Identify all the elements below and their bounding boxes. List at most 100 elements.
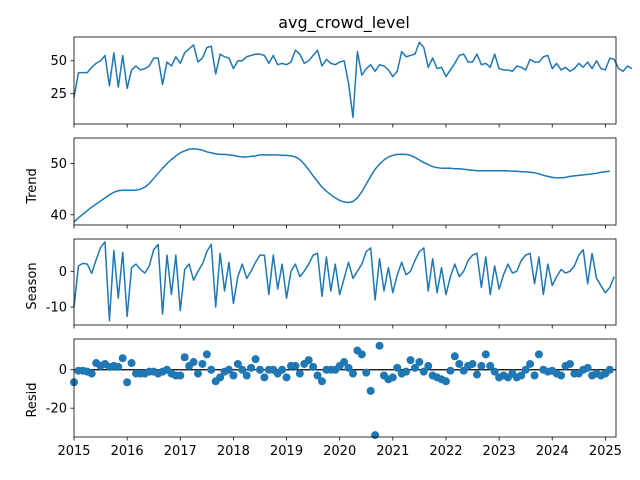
trend-axis-label: Trend (25, 168, 40, 205)
trend-ytick-label: 50 (50, 157, 67, 172)
xtick-label-2023: 2023 (483, 444, 516, 459)
trend-series-line (73, 148, 610, 223)
resid-point-63 (348, 369, 357, 378)
resid-point-10 (114, 362, 123, 371)
resid-point-40 (247, 363, 256, 372)
observed-frame (73, 36, 617, 125)
resid-point-47 (278, 365, 287, 374)
xtick-label-2015: 2015 (57, 444, 90, 459)
resid-point-68 (371, 431, 380, 440)
resid-point-29 (198, 359, 207, 368)
xtick-label-2017: 2017 (164, 444, 197, 459)
resid-frame (73, 338, 617, 438)
xtick-label-2018: 2018 (217, 444, 250, 459)
resid-point-30 (202, 350, 211, 359)
resid-point-93 (481, 350, 490, 359)
resid-point-78 (415, 358, 424, 367)
resid-point-24 (176, 371, 185, 380)
resid-ytick-label: -20 (46, 402, 67, 417)
resid-point-110 (557, 371, 566, 380)
resid-point-61 (340, 358, 349, 367)
resid-point-105 (534, 350, 543, 359)
resid-axis-label: Resid (25, 382, 40, 417)
resid-point-62 (344, 363, 353, 372)
resid-point-42 (255, 365, 264, 374)
observed-series-line (73, 41, 633, 119)
resid-point-12 (123, 378, 132, 387)
resid-point-50 (291, 361, 300, 370)
observed-ytick-label: 50 (50, 54, 67, 69)
chart-title: avg_crowd_level (278, 13, 410, 33)
resid-point-87 (455, 359, 464, 368)
resid-ytick-label: 0 (59, 363, 67, 378)
resid-point-38 (238, 365, 247, 374)
resid-point-73 (393, 363, 402, 372)
resid-point-92 (477, 361, 486, 370)
resid-point-112 (565, 359, 574, 368)
trend-ytick-label: 40 (50, 208, 67, 223)
resid-point-31 (207, 365, 216, 374)
xtick-label-2025: 2025 (589, 444, 622, 459)
trend-panel: 40 50 (50, 137, 617, 229)
resid-point-75 (402, 367, 411, 376)
resid-point-103 (526, 359, 535, 368)
resid-point-90 (468, 359, 477, 368)
xtick-label-2024: 2024 (536, 444, 569, 459)
resid-point-77 (410, 363, 419, 372)
resid-point-13 (127, 359, 136, 368)
resid-point-35 (224, 365, 233, 374)
resid-point-41 (251, 355, 260, 364)
resid-point-79 (419, 367, 428, 376)
resid-point-51 (295, 369, 304, 378)
resid-point-33 (216, 373, 225, 382)
season-axis-label: Season (25, 262, 40, 309)
resid-point-101 (517, 371, 526, 380)
xtick-label-2019: 2019 (270, 444, 303, 459)
resid-point-121 (605, 365, 614, 374)
season-frame (73, 238, 617, 326)
resid-point-91 (472, 370, 481, 379)
resid-point-36 (229, 371, 238, 380)
xtick-label-2016: 2016 (111, 444, 144, 459)
xtick-label-2021: 2021 (376, 444, 409, 459)
resid-point-27 (189, 358, 198, 367)
season-series-line (73, 241, 615, 322)
resid-point-54 (309, 362, 318, 371)
resid-point-37 (233, 359, 242, 368)
resid-point-66 (362, 368, 371, 377)
resid-point-11 (118, 354, 127, 363)
resid-point-4 (87, 369, 96, 378)
resid-point-85 (446, 366, 455, 375)
resid-point-94 (486, 361, 495, 370)
resid-point-95 (490, 367, 499, 376)
resid-point-55 (313, 371, 322, 380)
resid-point-65 (357, 350, 366, 359)
xtick-label-2020: 2020 (323, 444, 356, 459)
resid-point-69 (375, 341, 384, 350)
resid-point-116 (583, 363, 592, 372)
resid-point-84 (441, 377, 450, 386)
resid-panel: -20 0 (46, 338, 617, 441)
resid-point-25 (180, 353, 189, 362)
resid-point-28 (193, 369, 202, 378)
trend-frame (73, 137, 617, 226)
resid-point-67 (366, 386, 375, 395)
season-panel: -10 0 (46, 238, 617, 329)
resid-point-72 (388, 373, 397, 382)
observed-ytick-label: 25 (50, 87, 67, 102)
season-ytick-label: 0 (59, 265, 67, 280)
resid-point-43 (260, 373, 269, 382)
resid-point-86 (450, 352, 459, 361)
resid-point-56 (317, 377, 326, 386)
resid-point-53 (304, 356, 313, 365)
resid-point-76 (406, 356, 415, 365)
resid-point-39 (242, 371, 251, 380)
resid-point-48 (282, 373, 291, 382)
xtick-label-2022: 2022 (429, 444, 462, 459)
resid-point-104 (530, 371, 539, 380)
resid-point-80 (424, 361, 433, 370)
observed-panel: 25 50 (50, 36, 633, 128)
season-ytick-label: -10 (46, 301, 67, 316)
resid-point-102 (521, 365, 530, 374)
